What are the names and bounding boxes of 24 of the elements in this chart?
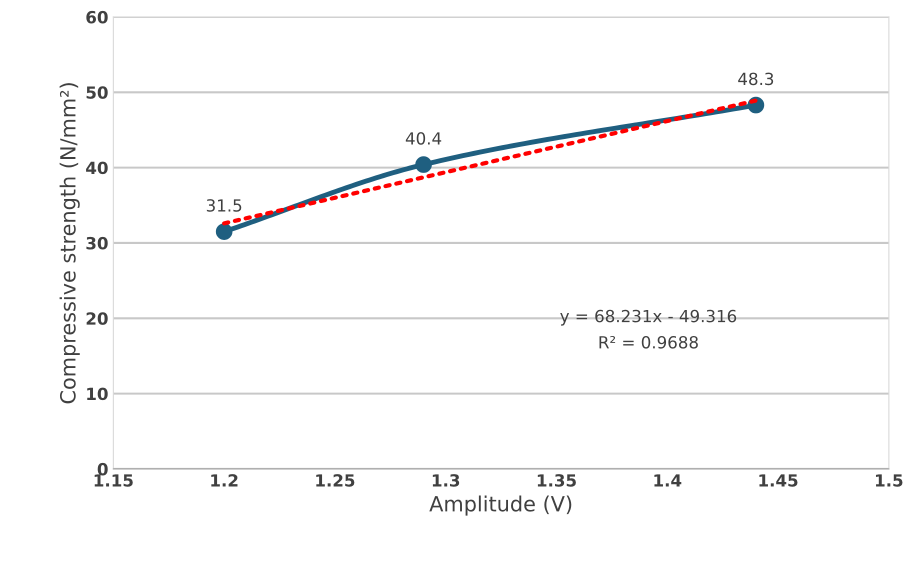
data-label: 40.4 <box>406 132 442 145</box>
y-tick-label: 0 <box>98 462 108 476</box>
x-tick-label: 1.2 <box>211 474 238 486</box>
y-axis-title: Compressive strength (N/mm²) <box>60 83 80 404</box>
y-tick-label: 10 <box>87 388 108 400</box>
annotation: R² = 0.9688 <box>600 336 698 349</box>
x-tick-label: 1.25 <box>316 474 354 487</box>
y-tick-label: 40 <box>86 162 108 174</box>
x-tick-label: 1.35 <box>538 474 576 487</box>
annotation: y = 68.231x - 49.316 <box>560 310 736 326</box>
x-tick-label: 1.15 <box>94 474 133 487</box>
y-tick-label: 50 <box>86 86 108 99</box>
x-tick-label: 1.4 <box>654 474 682 486</box>
x-axis-title: Amplitude (V) <box>429 495 572 516</box>
y-tick-label: 20 <box>86 312 108 325</box>
point <box>415 156 432 173</box>
point <box>216 223 232 240</box>
x-tick-label: 1.3 <box>432 474 460 487</box>
x-tick-label: 1.45 <box>759 474 798 487</box>
x-tick-label: 1.5 <box>876 474 902 487</box>
y-tick-label: 30 <box>86 236 108 250</box>
y-tick-label: 60 <box>86 10 108 24</box>
data-label: 48.3 <box>738 72 774 86</box>
data-label: 31.5 <box>206 199 242 212</box>
